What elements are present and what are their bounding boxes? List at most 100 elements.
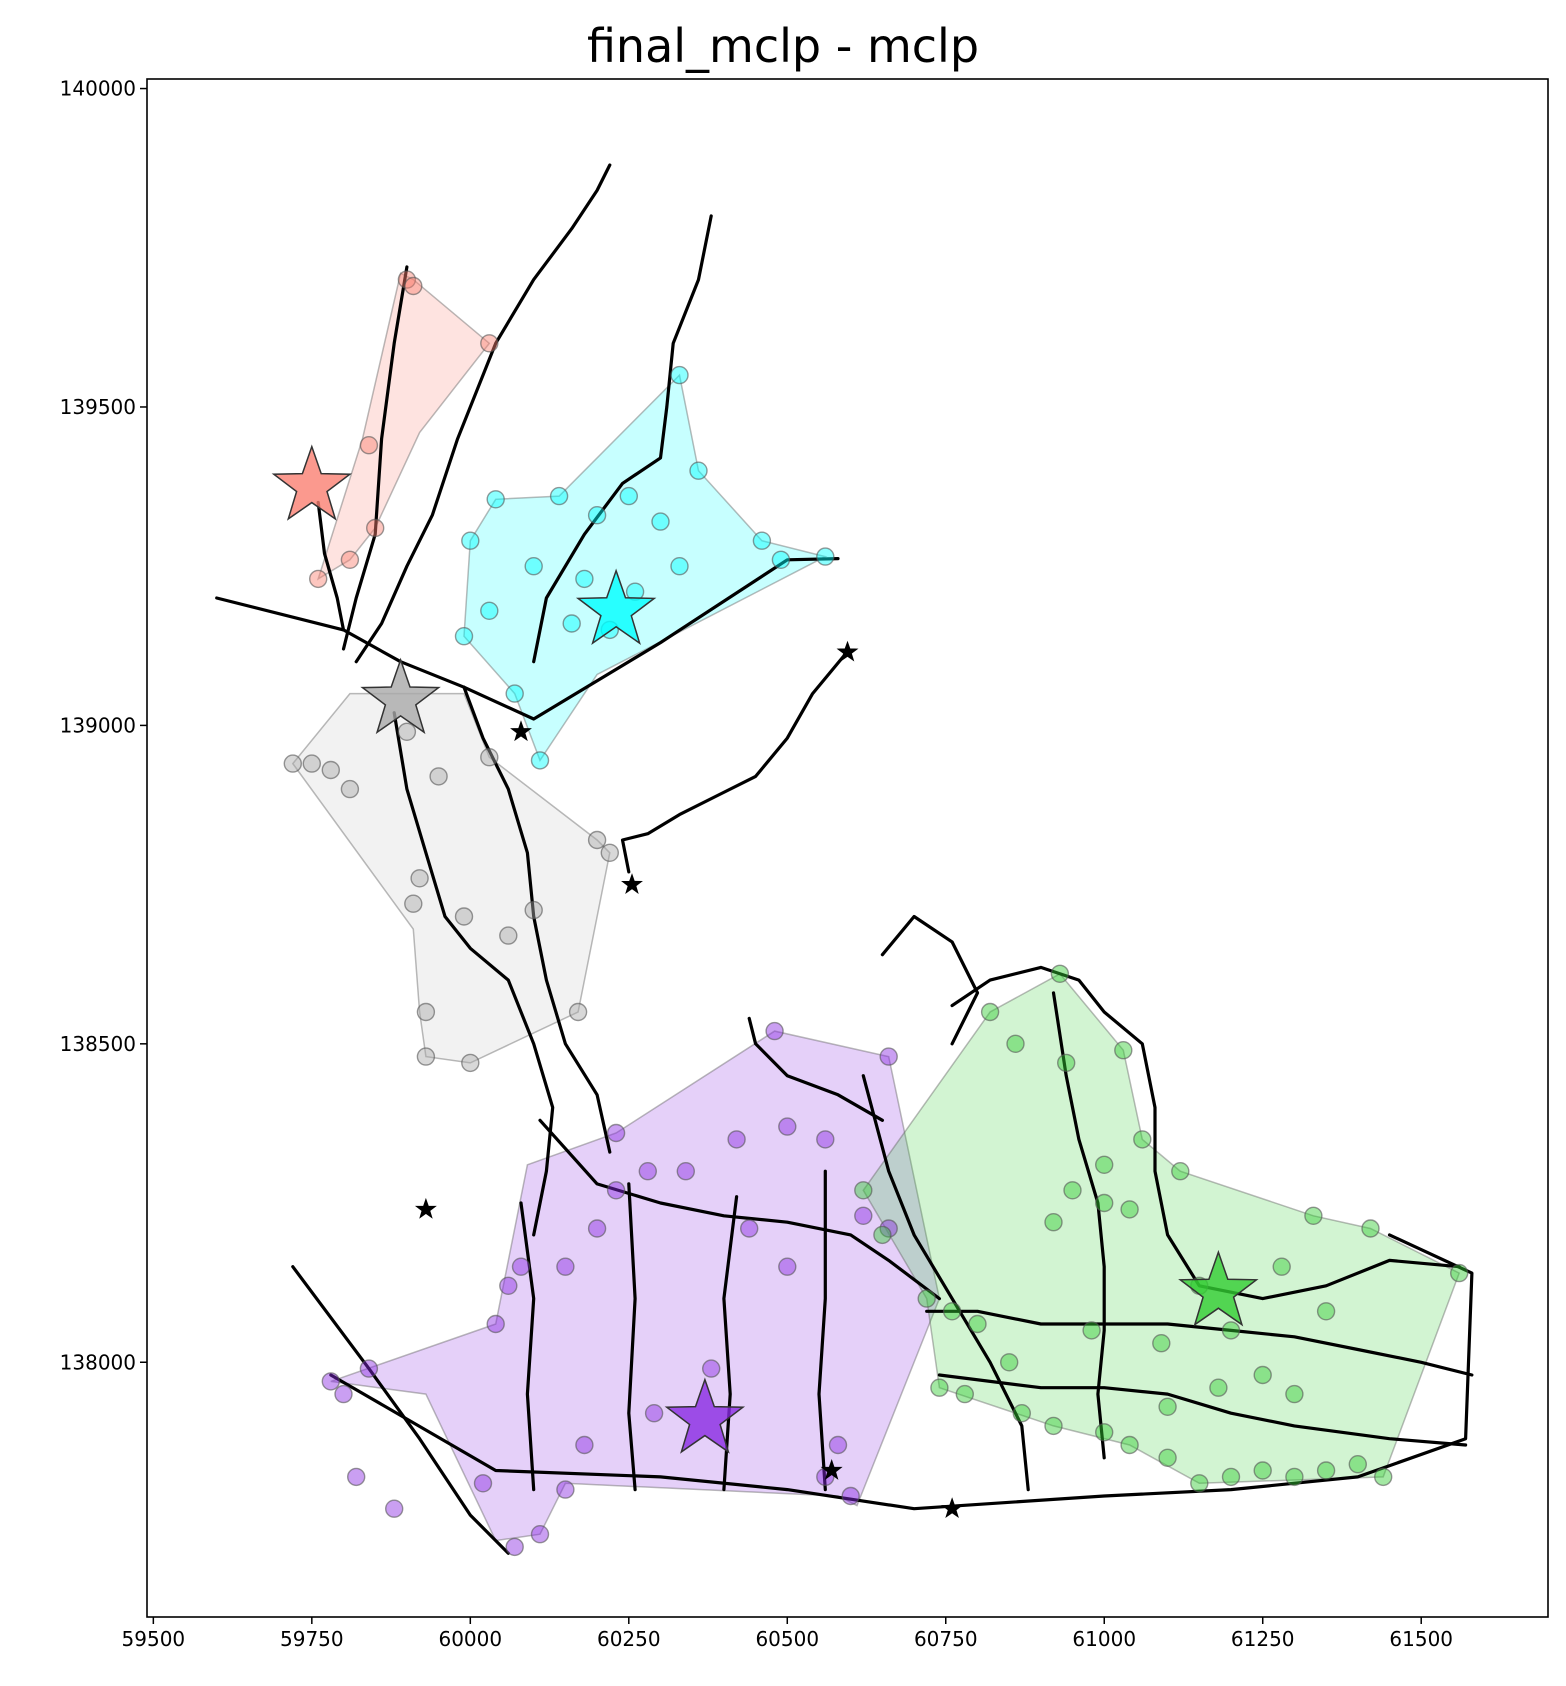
road-line	[532, 214, 713, 664]
demand-point-cyan	[651, 512, 670, 531]
coverage-hull-red	[316, 272, 491, 581]
facility-star-gray	[360, 657, 441, 735]
demand-point-purple	[727, 1130, 746, 1149]
facility-star-cyan	[575, 568, 657, 645]
unselected-facility-star	[414, 1197, 437, 1219]
demand-point-green	[1316, 1302, 1336, 1321]
demand-point-green	[917, 1289, 936, 1308]
demand-point-purple	[879, 1047, 898, 1066]
demand-point-gray	[283, 754, 302, 773]
demand-point-red	[309, 569, 328, 589]
coverage-hull-cyan	[463, 373, 828, 763]
demand-point-purple	[321, 1372, 340, 1391]
road-line	[1051, 991, 1106, 1460]
road-line	[861, 1074, 1030, 1492]
road-line	[291, 1265, 510, 1555]
demand-point-purple	[676, 1161, 695, 1181]
demand-point-green	[1056, 1053, 1076, 1073]
road-line	[620, 653, 846, 874]
demand-point-gray	[404, 894, 423, 913]
y-tick-label: 138000	[60, 1350, 136, 1374]
demand-point-purple	[606, 1123, 626, 1143]
y-tick-label: 138500	[60, 1032, 136, 1056]
demand-point-red	[340, 550, 360, 569]
x-tick-label: 59750	[280, 1627, 344, 1651]
demand-point-green	[1171, 1161, 1190, 1181]
demand-point-green	[1361, 1219, 1380, 1238]
road-line	[462, 685, 612, 1154]
demand-point-gray	[397, 722, 417, 741]
demand-point-cyan	[480, 601, 499, 620]
road-line	[627, 1182, 637, 1492]
demand-point-green	[1120, 1435, 1139, 1455]
demand-point-green	[1000, 1353, 1019, 1372]
demand-point-purple	[587, 1219, 607, 1238]
demand-point-purple	[638, 1161, 657, 1181]
demand-point-purple	[644, 1403, 664, 1423]
demand-point-purple	[347, 1467, 366, 1487]
demand-point-cyan	[670, 365, 689, 385]
demand-point-purple	[841, 1486, 860, 1506]
demand-point-purple	[854, 1206, 873, 1226]
demand-point-green	[1304, 1206, 1323, 1226]
demand-point-gray	[429, 767, 448, 786]
demand-point-purple	[556, 1480, 575, 1499]
demand-point-cyan	[816, 547, 835, 566]
demand-point-green	[1044, 1212, 1063, 1232]
y-axis: 138000 138500 139000 139500 140000	[60, 77, 147, 1374]
demand-point-cyan	[454, 627, 474, 646]
demand-point-purple	[511, 1257, 531, 1276]
demand-point-green	[1120, 1200, 1139, 1219]
demand-point-gray	[587, 830, 607, 850]
demand-point-green	[1158, 1397, 1177, 1417]
demand-point-gray	[524, 900, 543, 920]
demand-point-cyan	[530, 751, 550, 770]
facility-stars	[271, 444, 1259, 1519]
demand-point-green	[1285, 1467, 1304, 1487]
demand-point-red	[480, 334, 499, 353]
x-axis: 59500 59750 60000 60250 60500 60750 61000 61250…	[122, 1617, 1453, 1651]
plot-frame	[146, 78, 1549, 1618]
unselected-facility-star	[820, 1458, 843, 1480]
demand-point-green	[955, 1384, 974, 1404]
demand-point-green	[1082, 1321, 1101, 1340]
demand-point-purple	[702, 1359, 721, 1378]
demand-point-green	[1063, 1181, 1082, 1200]
demand-point-purple	[530, 1524, 550, 1544]
demand-point-purple	[765, 1021, 784, 1041]
demand-point-green	[1209, 1378, 1228, 1397]
road-line	[817, 1169, 827, 1492]
demand-point-green	[968, 1314, 987, 1334]
x-tick-label: 61250	[1231, 1627, 1295, 1651]
x-tick-label: 60250	[597, 1627, 661, 1651]
demand-point-green	[1114, 1040, 1133, 1060]
demand-point-gray	[454, 907, 474, 926]
demand-point-cyan	[562, 614, 581, 633]
demand-point-cyan	[461, 531, 480, 550]
demand-point-purple	[778, 1117, 797, 1136]
road-line	[722, 1195, 739, 1492]
demand-point-purple	[575, 1435, 594, 1455]
road-line	[215, 556, 840, 721]
demand-point-cyan	[549, 486, 569, 506]
road-line	[519, 1201, 536, 1492]
y-tick-label: 140000	[60, 77, 136, 101]
demand-point-purple	[606, 1181, 626, 1200]
demand-point-purple	[556, 1257, 575, 1276]
road-line	[316, 500, 346, 632]
demand-point-green	[942, 1302, 962, 1321]
demand-point-green	[1272, 1257, 1291, 1276]
demand-point-gray	[461, 1053, 480, 1073]
y-tick-label: 139500	[60, 395, 136, 419]
demand-point-red	[366, 518, 385, 538]
x-tick-label: 60750	[914, 1627, 978, 1651]
facility-star-red	[271, 444, 353, 521]
demand-point-purple	[505, 1537, 524, 1557]
unselected-facility-star	[941, 1497, 964, 1519]
road-line	[341, 265, 409, 651]
demand-point-green	[854, 1181, 873, 1200]
x-tick-label: 61500	[1389, 1627, 1453, 1651]
x-tick-label: 61000	[1072, 1627, 1136, 1651]
demand-point-cyan	[752, 531, 772, 550]
road-line	[747, 1016, 885, 1122]
